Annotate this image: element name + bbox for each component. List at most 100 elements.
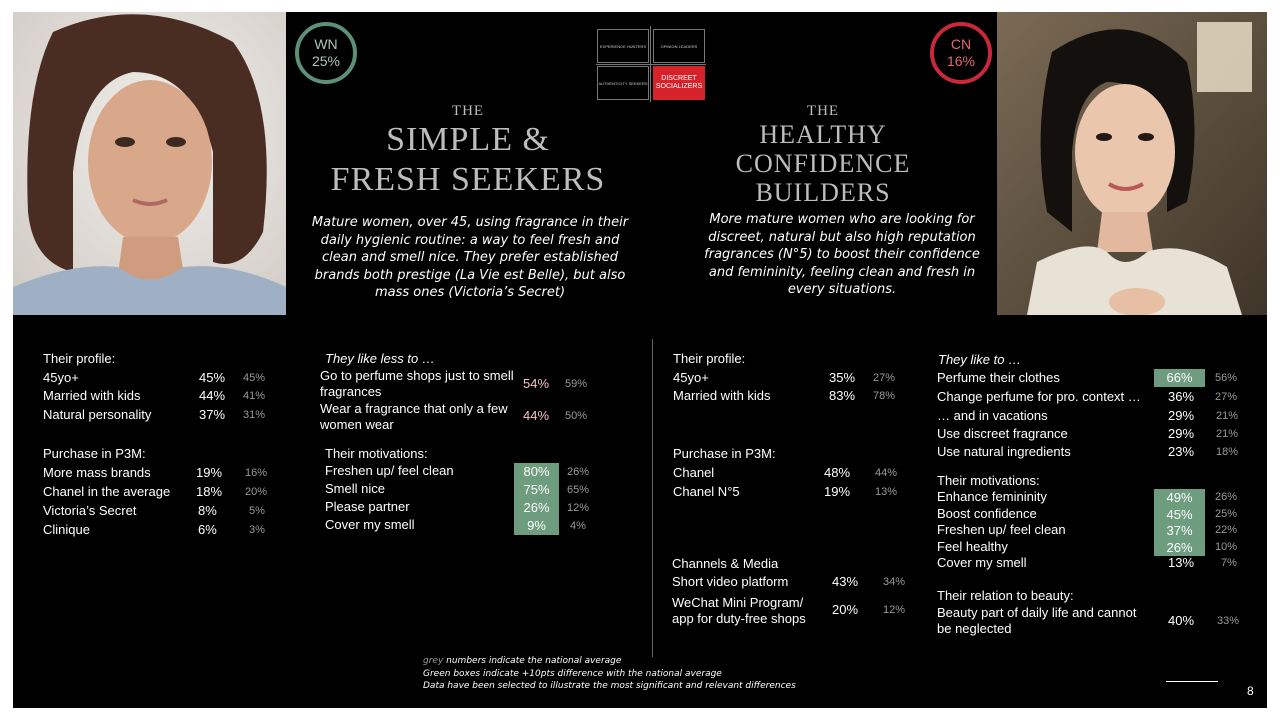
row-value: 6%: [198, 522, 217, 537]
row-label: Use discreet fragrance: [937, 426, 1068, 441]
row-label: Freshen up/ feel clean: [937, 522, 1066, 537]
row-label: Boost confidence: [937, 506, 1037, 521]
portrait-photo-right: [997, 12, 1267, 315]
segment-badge-left: WN 25%: [295, 22, 357, 84]
row-label: Wear a fragrance that only a few women w…: [320, 401, 508, 432]
badge-code: WN: [314, 36, 338, 52]
row-national-avg: 56%: [1215, 372, 1238, 384]
row-value: 45%: [199, 370, 226, 385]
segment-description-left: Mature women, over 45, using fragrance i…: [311, 215, 629, 300]
row-value: 29%: [1168, 426, 1195, 441]
row-value-highlighted: 26%: [514, 499, 559, 517]
row-national-avg: 16%: [245, 467, 268, 479]
row-label: 45yo+: [673, 370, 709, 385]
segment-description-right: More mature women who are looking for di…: [704, 212, 980, 297]
segment-title-right: THE HEALTHY CONFIDENCE BUILDERS: [693, 102, 953, 207]
badge-pct: 16%: [946, 53, 976, 69]
section-header: Their profile:: [673, 351, 746, 366]
column-divider: [652, 339, 653, 657]
row-label: Please partner: [325, 499, 410, 514]
row-national-avg: 22%: [1215, 524, 1238, 536]
row-label: Married with kids: [673, 388, 771, 403]
row-value: 35%: [829, 370, 856, 385]
title-line: FRESH SEEKERS: [330, 161, 606, 198]
quadrant-opinion-leaders: OPINION LEADERS: [653, 29, 705, 63]
row-value: 36%: [1168, 389, 1195, 404]
row-value-highlighted: 9%: [514, 517, 559, 535]
row-national-avg: 20%: [245, 486, 268, 498]
row-label: Perfume their clothes: [937, 370, 1060, 385]
row-value: 23%: [1168, 444, 1195, 459]
quadrant-discreet-socializers: DISCREET SOCIALIZERS: [653, 66, 705, 100]
slide: WN 25% CN 16% EXPERIENCE HUNTERS OPINION…: [13, 12, 1267, 708]
row-national-avg: 21%: [1216, 428, 1239, 440]
footnote-line: Green boxes indicate +10pts difference w…: [423, 668, 722, 679]
row-label: Married with kids: [43, 388, 141, 403]
row-value-highlighted: 45%: [1154, 506, 1205, 523]
row-label: Natural personality: [43, 407, 152, 422]
row-label: Feel healthy: [937, 539, 1008, 554]
row-label: Short video platform: [672, 574, 789, 589]
segment-badge-right: CN 16%: [930, 22, 992, 84]
badge-code: CN: [950, 36, 972, 52]
row-national-avg: 10%: [1215, 541, 1238, 553]
row-value: 48%: [824, 465, 851, 480]
row-national-avg: 78%: [873, 390, 896, 402]
row-label: Go to perfume shops just to smell fragra…: [320, 368, 514, 399]
row-label: Smell nice: [325, 481, 385, 496]
section-header: They like to …: [938, 352, 1022, 367]
badge-pct: 25%: [311, 53, 341, 69]
footnote-line: Data have been selected to illustrate th…: [423, 681, 796, 691]
map-divider-h: [596, 64, 706, 65]
row-national-avg: 44%: [875, 467, 898, 479]
row-national-avg: 26%: [567, 466, 590, 478]
row-value: 44%: [199, 388, 226, 403]
row-national-avg: 25%: [1215, 508, 1238, 520]
row-label: Freshen up/ feel clean: [325, 463, 454, 478]
quadrant-experience-hunters: EXPERIENCE HUNTERS: [597, 29, 649, 63]
row-value: 13%: [1168, 555, 1195, 570]
row-national-avg: 33%: [1217, 615, 1240, 627]
title-line: SIMPLE &: [386, 121, 550, 158]
row-national-avg: 27%: [873, 372, 896, 384]
row-national-avg: 26%: [1215, 491, 1238, 503]
row-value-highlighted: 26%: [1154, 539, 1205, 556]
row-label: Beauty part of daily life and cannot be …: [937, 605, 1137, 636]
row-value: 29%: [1168, 408, 1195, 423]
footnote-grey-word: grey: [423, 656, 444, 666]
title-the: THE: [806, 103, 840, 119]
row-label: WeChat Mini Program/ app for duty-free s…: [672, 595, 806, 626]
segment-title-left: THE SIMPLE & FRESH SEEKERS: [303, 102, 633, 200]
title-the: THE: [451, 103, 485, 119]
footnote-text: numbers indicate the national average: [443, 656, 622, 666]
row-national-avg: 3%: [249, 524, 265, 536]
portrait-photo-left: [13, 12, 286, 315]
row-value: 83%: [829, 388, 856, 403]
row-value: 43%: [832, 574, 859, 589]
row-national-avg: 34%: [883, 576, 906, 588]
section-header: They like less to …: [325, 351, 435, 366]
row-national-avg: 7%: [1221, 557, 1237, 569]
row-label: Use natural ingredients: [937, 444, 1071, 459]
row-value-highlighted: 66%: [1154, 369, 1205, 387]
row-national-avg: 12%: [883, 604, 906, 616]
title-line: CONFIDENCE: [735, 149, 911, 178]
section-header: Purchase in P3M:: [43, 446, 146, 461]
row-national-avg: 5%: [249, 505, 265, 517]
row-national-avg: 50%: [565, 410, 588, 422]
row-label: Victoria’s Secret: [43, 503, 137, 518]
row-value-highlighted: 37%: [1154, 522, 1205, 539]
row-national-avg: 27%: [1215, 391, 1238, 403]
row-national-avg: 45%: [243, 372, 266, 384]
row-value: 54%: [523, 376, 550, 391]
row-label: Clinique: [43, 522, 90, 537]
row-value: 19%: [196, 465, 223, 480]
footnote-line: grey numbers indicate the national avera…: [423, 655, 796, 668]
section-header: Their motivations:: [937, 473, 1040, 488]
quadrant-authenticity-seekers: AUTHENTICITY SEEKERS: [597, 66, 649, 100]
row-value: 19%: [824, 484, 851, 499]
row-value: 44%: [523, 408, 550, 423]
row-label: Chanel N°5: [673, 484, 740, 499]
row-national-avg: 41%: [243, 390, 266, 402]
row-label: Chanel: [673, 465, 715, 480]
